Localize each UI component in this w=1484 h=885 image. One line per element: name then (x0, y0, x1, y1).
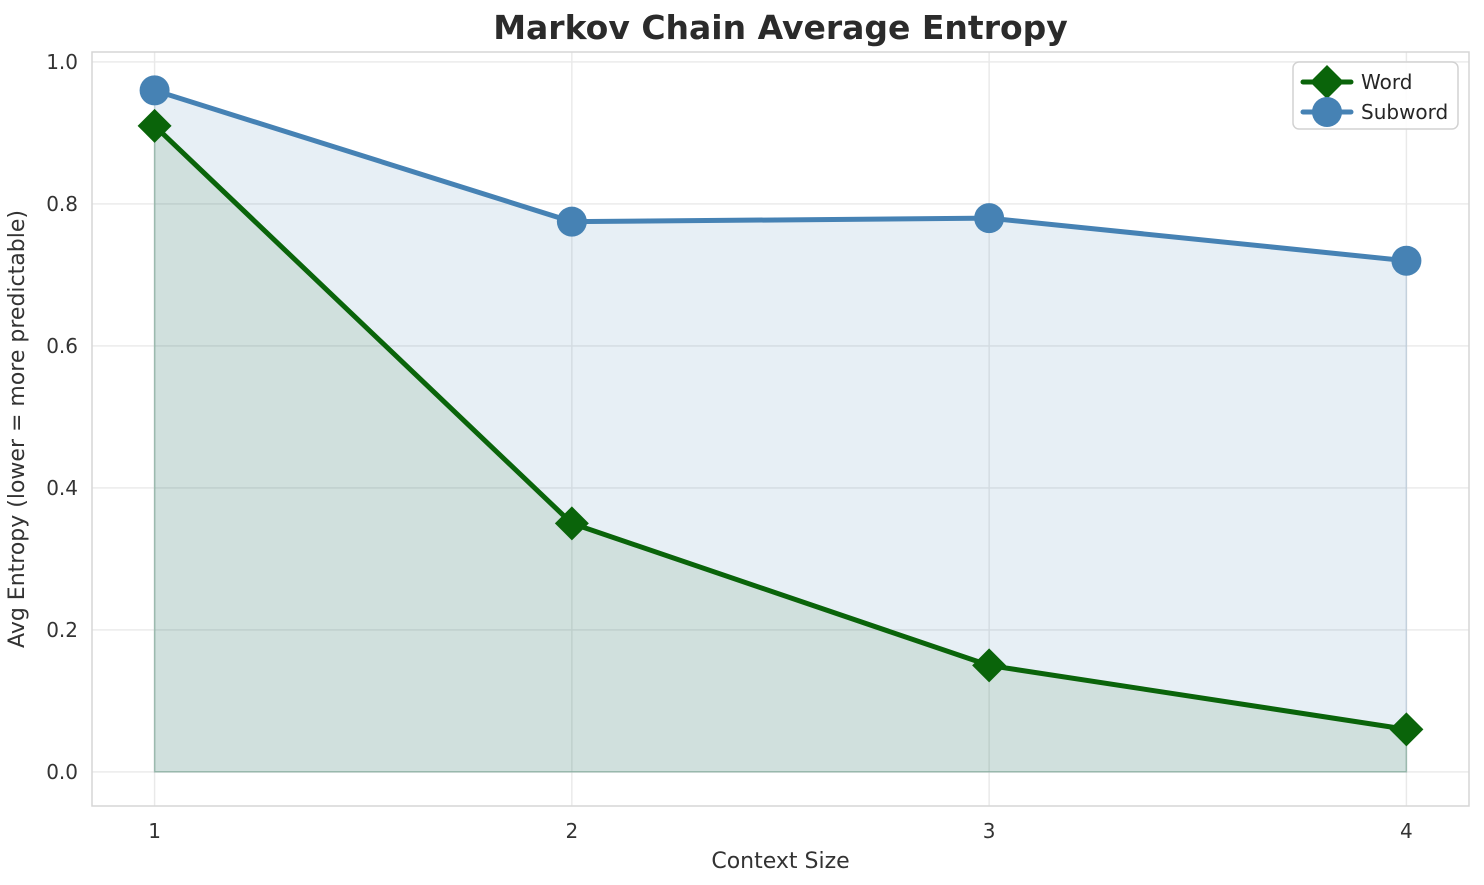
word-marker-diamond (554, 506, 589, 541)
x-axis-label: Context Size (711, 849, 849, 874)
y-tick-label: 0.2 (46, 618, 78, 642)
grid (92, 52, 1469, 806)
legend-label-word: Word (1361, 70, 1412, 94)
x-tick-label: 1 (148, 819, 161, 843)
legend-marker-word-diamond (1310, 65, 1344, 99)
y-axis-label: Avg Entropy (lower = more predictable) (5, 210, 30, 648)
x-tick-label: 4 (1400, 819, 1413, 843)
word-marker-diamond (972, 648, 1007, 683)
y-tick-label: 0.0 (46, 760, 78, 784)
y-tick-label: 1.0 (46, 50, 78, 74)
subword-marker-circle (974, 203, 1005, 234)
word-series-line (152, 123, 1409, 732)
x-tick-label: 2 (565, 819, 578, 843)
tick-labels: 0.0 0.2 0.4 0.6 0.8 1.0 1 2 3 4 (46, 50, 1413, 843)
legend-marker-subword-circle (1312, 97, 1342, 127)
x-tick-label: 3 (983, 819, 996, 843)
subword-series-line (152, 87, 1409, 264)
word-markers (137, 108, 1424, 747)
subword-marker-circle (1391, 245, 1422, 276)
word-marker-diamond (137, 108, 172, 143)
word-marker-diamond (1389, 712, 1424, 747)
subword-markers (139, 75, 1422, 276)
y-tick-label: 0.4 (46, 476, 78, 500)
subword-marker-circle (556, 206, 587, 237)
legend-item-subword: Subword (1300, 97, 1448, 127)
plot-area-border (91, 51, 1470, 807)
y-tick-label: 0.6 (46, 334, 78, 358)
chart-title: Markov Chain Average Entropy (493, 8, 1068, 47)
legend: Word Subword (1292, 61, 1459, 130)
y-tick-label: 0.8 (46, 192, 78, 216)
subword-marker-circle (139, 75, 170, 106)
legend-label-subword: Subword (1361, 100, 1448, 124)
legend-item-word: Word (1300, 65, 1412, 99)
